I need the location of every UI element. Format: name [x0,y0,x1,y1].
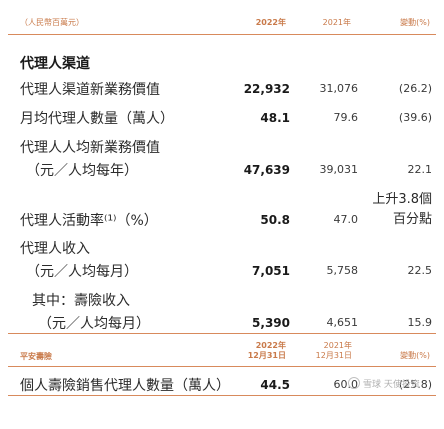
value-2021: 4,651 [326,316,359,329]
row-label: 代理人活動率⁽¹⁾（%） [20,213,158,229]
value-2022: 7,051 [252,264,290,278]
value-2022: 44.5 [260,378,290,392]
value-2022: 22,932 [243,82,290,96]
value-change: 22.5 [407,264,433,277]
value-2021: 47.0 [333,213,359,226]
section2-title: 平安壽險 [20,352,52,361]
row-label-sub: （元／人均每月） [38,316,150,332]
value-change: (25.8) [398,378,432,391]
row-label: 代理人渠道新業務價值 [20,82,160,98]
watermark-text: 雪球 天使投资 [363,380,420,390]
value-change: (39.6) [398,111,432,124]
col-change-header: 變動(%) [400,18,430,27]
section2-header-rule [8,366,436,367]
section2-bottom-rule [8,395,436,396]
change-note-line2: 百分點 [392,212,432,227]
row-label: 月均代理人數量（萬人） [20,111,174,127]
row-label: 其中：壽險收入 [32,293,130,309]
value-change: 15.9 [407,316,433,329]
value-2022: 5,390 [252,316,290,330]
section2-col-change: 變動(%) [400,351,430,360]
section2-col-2022-line2: 12月31日 [247,351,286,360]
header-rule [8,34,436,35]
value-2022: 50.8 [260,213,290,227]
value-2021: 5,758 [326,264,359,277]
value-2021: 39,031 [319,163,359,176]
row-label: 個人壽險銷售代理人數量（萬人） [20,378,230,394]
value-2021: 31,076 [319,82,359,95]
value-change: (26.2) [398,82,432,95]
value-2022: 47,639 [243,163,290,177]
row-label: 代理人人均新業務價值 [20,140,160,156]
row-label-sub: （元／人均每月） [26,264,138,280]
value-2022: 48.1 [260,111,290,125]
section1-bottom-rule [8,333,436,334]
watermark-logo-icon [348,377,360,389]
section2-col-2022-line1: 2022年 [255,341,286,350]
value-2021: 79.6 [333,111,359,124]
section2-col-2021-line1: 2021年 [323,341,352,350]
value-change: 22.1 [407,163,433,176]
section2-col-2021-line2: 12月31日 [315,351,352,360]
col-2022-header: 2022年 [255,18,286,27]
col-2021-header: 2021年 [322,18,351,27]
unit-label: （人民幣百萬元） [20,18,84,27]
change-note-line1: 上升3.8個 [372,192,432,207]
row-label: 代理人收入 [20,241,90,257]
section1-title: 代理人渠道 [20,56,90,72]
row-label-sub: （元／人均每年） [26,163,138,179]
